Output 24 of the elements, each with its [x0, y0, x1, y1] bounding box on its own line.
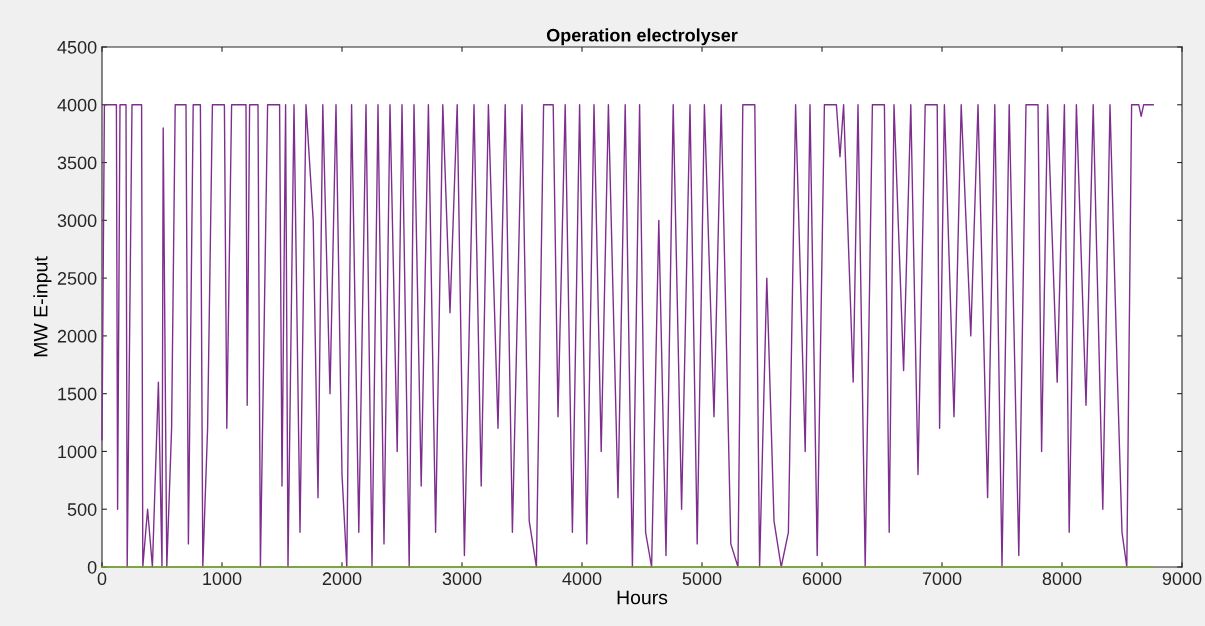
x-tick-label: 6000: [802, 572, 842, 586]
y-tick-label: 2000: [57, 329, 97, 343]
y-tick-label: 3000: [57, 214, 97, 228]
y-tick-label: 1000: [58, 445, 97, 459]
y-tick-label: 2500: [57, 272, 97, 285]
x-tick-label: 7000: [922, 572, 962, 586]
line-series: [101, 104, 1154, 568]
y-axis-title: MW E-input: [33, 256, 52, 357]
y-tick-label: 4500: [57, 40, 97, 54]
chart-title: Operation electrolyser: [546, 28, 738, 46]
x-tick-label: 5000: [682, 572, 722, 586]
x-axis-title: Hours: [617, 590, 668, 605]
x-tick-label: 9000: [1162, 572, 1202, 586]
x-tick-label: 2000: [322, 572, 362, 586]
x-tick-label: 4000: [562, 572, 602, 586]
x-tick-label: 8000: [1042, 572, 1082, 586]
x-tick-label: 0: [97, 572, 107, 586]
x-tick-label: 1000: [203, 572, 242, 586]
y-tick-label: 4000: [57, 98, 97, 112]
y-tick-label: 500: [67, 503, 97, 516]
x-tick-label: 3000: [442, 572, 482, 586]
y-tick-label: 3500: [57, 156, 97, 170]
y-tick-label: 1500: [58, 387, 97, 401]
y-tick-label: 0: [87, 560, 97, 574]
